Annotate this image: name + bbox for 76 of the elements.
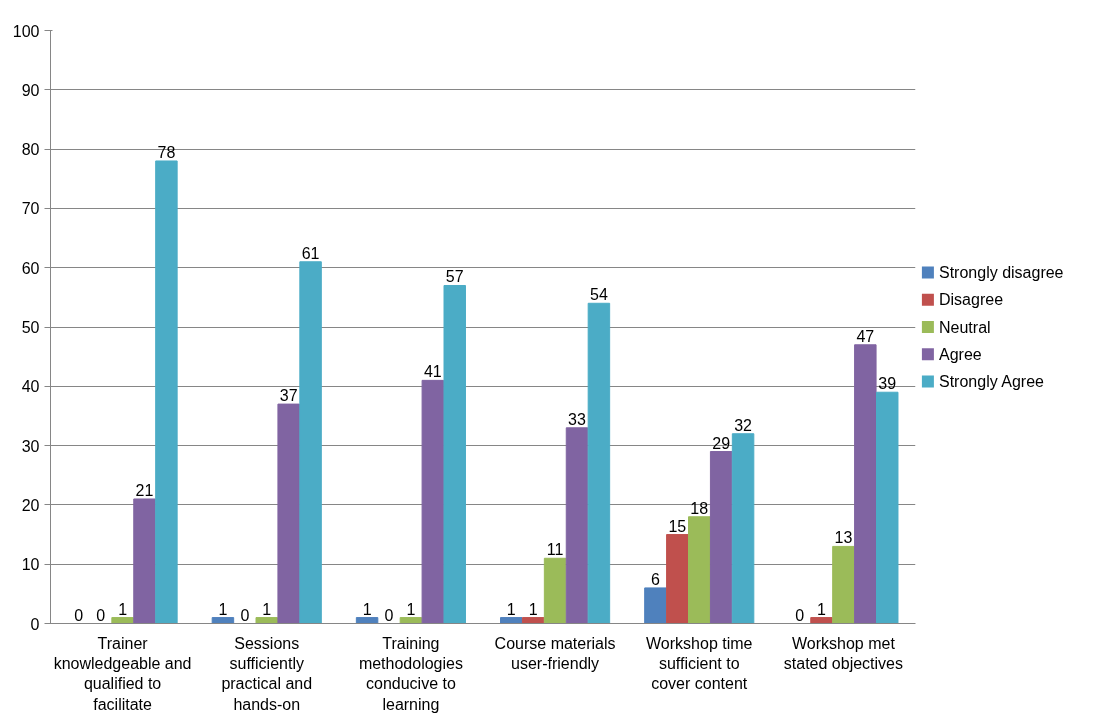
data-label: 21 bbox=[135, 481, 154, 499]
bar bbox=[565, 427, 589, 624]
legend-label: Disagree bbox=[939, 291, 1004, 309]
bar bbox=[255, 617, 278, 624]
y-tick-label: 60 bbox=[21, 259, 40, 277]
bar bbox=[355, 617, 379, 624]
y-tick-label: 30 bbox=[21, 437, 40, 455]
bar bbox=[155, 160, 178, 624]
data-label: 1 bbox=[406, 600, 416, 618]
data-label: 15 bbox=[668, 517, 687, 535]
data-label: 6 bbox=[650, 570, 660, 588]
data-label: 13 bbox=[834, 529, 853, 547]
bar bbox=[543, 557, 567, 624]
data-label: 37 bbox=[279, 387, 298, 405]
bar bbox=[587, 302, 611, 624]
y-tick-label: 80 bbox=[21, 141, 40, 159]
x-tick-label: Workshop time sufficient to cover content bbox=[646, 634, 753, 693]
y-tick-label: 10 bbox=[21, 556, 40, 574]
data-label: 1 bbox=[218, 600, 228, 618]
bar bbox=[876, 391, 899, 624]
data-label: 0 bbox=[384, 606, 394, 624]
bar bbox=[211, 617, 235, 624]
y-tick-label: 90 bbox=[21, 81, 40, 99]
y-tick-label: 70 bbox=[21, 200, 40, 218]
data-label: 0 bbox=[795, 606, 805, 624]
x-tick-label: Trainer knowledgeable and qualified to facilitate bbox=[53, 634, 192, 713]
bar bbox=[810, 617, 833, 624]
data-label: 57 bbox=[445, 268, 464, 286]
data-label: 78 bbox=[157, 143, 176, 161]
legend-label: Agree bbox=[939, 345, 982, 363]
data-label: 1 bbox=[118, 600, 128, 618]
x-tick-label: Sessions sufficiently practical and hands-on bbox=[221, 634, 313, 713]
bar bbox=[111, 617, 134, 624]
data-label: 47 bbox=[856, 327, 875, 345]
bar bbox=[421, 379, 445, 624]
bar bbox=[688, 516, 711, 624]
y-tick-label: 0 bbox=[30, 615, 40, 633]
data-label: 0 bbox=[240, 606, 250, 624]
data-label: 11 bbox=[546, 541, 564, 559]
bar bbox=[709, 451, 733, 624]
bar bbox=[299, 261, 322, 624]
bar bbox=[731, 433, 755, 624]
y-tick-label: 100 bbox=[12, 22, 40, 40]
data-label: 0 bbox=[96, 606, 106, 624]
data-label: 39 bbox=[878, 375, 897, 393]
data-label: 54 bbox=[590, 286, 608, 304]
x-tick-label: Training methodologies conducive to learning bbox=[358, 634, 463, 713]
bar bbox=[832, 545, 855, 624]
data-label: 29 bbox=[712, 434, 731, 452]
bar bbox=[500, 617, 523, 624]
x-tick-label: Course materials user-friendly bbox=[494, 634, 616, 672]
y-tick-label: 50 bbox=[21, 319, 40, 336]
data-label: 61 bbox=[301, 244, 320, 262]
y-tick-label: 20 bbox=[21, 496, 40, 514]
bar bbox=[443, 284, 466, 624]
bar bbox=[854, 344, 877, 624]
data-label: 18 bbox=[690, 499, 709, 517]
data-label: 33 bbox=[568, 410, 586, 428]
bar bbox=[666, 534, 689, 624]
data-label: 1 bbox=[817, 600, 827, 618]
bar bbox=[277, 403, 300, 624]
bar bbox=[644, 587, 667, 624]
y-tick-label: 40 bbox=[21, 378, 40, 396]
data-label: 1 bbox=[506, 600, 516, 618]
data-label: 1 bbox=[262, 600, 272, 618]
data-label: 32 bbox=[734, 416, 753, 434]
bar bbox=[133, 498, 156, 624]
x-tick-label: Workshop met stated objectives bbox=[783, 634, 904, 672]
bar bbox=[521, 617, 545, 624]
legend-label: Neutral bbox=[939, 318, 991, 336]
data-label: 41 bbox=[423, 363, 442, 381]
legend-label: Strongly Agree bbox=[939, 373, 1045, 391]
legend-label: Strongly disagree bbox=[939, 263, 1064, 281]
data-label: 1 bbox=[528, 600, 538, 618]
data-label: 0 bbox=[74, 606, 84, 624]
data-label: 1 bbox=[362, 600, 372, 618]
